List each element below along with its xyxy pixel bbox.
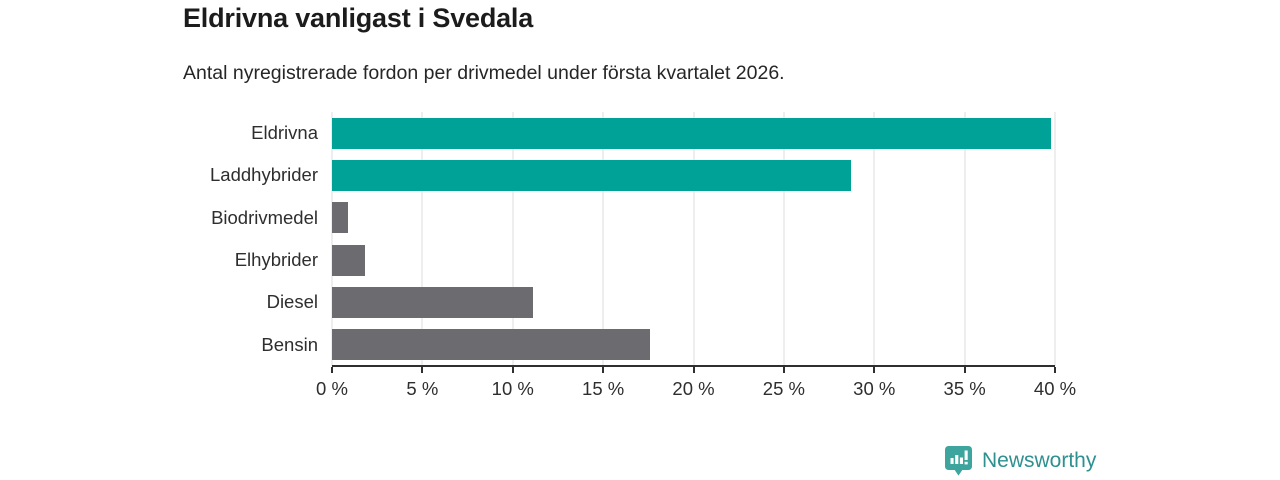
x-tick-mark xyxy=(421,367,424,373)
newsworthy-logo: Newsworthy xyxy=(944,445,1096,476)
plot-area: Eldrivna Laddhybrider Biodrivmedel Elhybrid… xyxy=(210,112,1056,366)
category-label: Biodrivmedel xyxy=(211,206,318,228)
bar-diesel xyxy=(332,286,533,318)
x-tick-mark xyxy=(963,367,966,373)
x-tick-label: 0 % xyxy=(316,378,348,399)
bar-laddhybrider xyxy=(332,159,851,191)
chart-subtitle: Antal nyregistrerade fordon per drivmede… xyxy=(183,62,785,84)
x-axis-ticks: 0 % 5 % 10 % 15 % 20 % 25 % 30 % 35 % 40 % xyxy=(316,367,1076,407)
bar-bensin xyxy=(332,329,651,361)
gridline xyxy=(602,112,604,366)
category-label: Elhybrider xyxy=(234,248,318,270)
gridline xyxy=(873,112,875,366)
gridline xyxy=(331,112,333,366)
x-tick-label: 20 % xyxy=(672,378,715,399)
chart-row: Laddhybrider xyxy=(210,154,1055,196)
logo-text: Newsworthy xyxy=(982,448,1097,472)
gridline xyxy=(783,112,785,366)
category-label: Bensin xyxy=(261,333,318,355)
x-tick-mark xyxy=(511,367,514,373)
x-tick-label: 25 % xyxy=(762,378,805,399)
x-tick-mark xyxy=(1054,367,1056,373)
x-axis-line xyxy=(332,365,1055,367)
x-tick-label: 35 % xyxy=(943,378,986,399)
chart-row: Bensin xyxy=(261,324,1055,366)
x-tick-label: 5 % xyxy=(406,378,439,399)
chart-row: Elhybrider xyxy=(235,239,1055,281)
newsworthy-badge-bar-chart-icon xyxy=(944,445,973,476)
chart-row: Diesel xyxy=(267,281,1055,323)
category-label: Eldrivna xyxy=(251,121,318,143)
category-label: Diesel xyxy=(266,291,318,313)
gridline xyxy=(512,112,514,366)
gridline xyxy=(964,112,966,366)
chart-row: Eldrivna xyxy=(251,112,1055,154)
x-tick-mark xyxy=(692,367,695,373)
x-tick-label: 10 % xyxy=(491,378,534,399)
x-tick-mark xyxy=(782,367,785,373)
x-tick-mark xyxy=(602,367,605,373)
gridline xyxy=(1054,112,1056,366)
gridline xyxy=(693,112,694,366)
bar-eldrivna xyxy=(332,117,1052,149)
x-tick-label: 40 % xyxy=(1033,378,1077,399)
x-tick-label: 30 % xyxy=(853,378,896,399)
x-tick-label: 15 % xyxy=(582,378,625,399)
category-label: Laddhybrider xyxy=(210,164,318,186)
chart-row: Biodrivmedel xyxy=(211,197,1055,239)
chart-title: Eldrivna vanligast i Svedala xyxy=(183,3,534,33)
x-tick-mark xyxy=(331,367,333,373)
bar-elhybrider xyxy=(332,244,365,276)
bar-biodrivmedel xyxy=(332,202,349,234)
x-tick-mark xyxy=(873,367,876,373)
gridline xyxy=(421,112,423,366)
